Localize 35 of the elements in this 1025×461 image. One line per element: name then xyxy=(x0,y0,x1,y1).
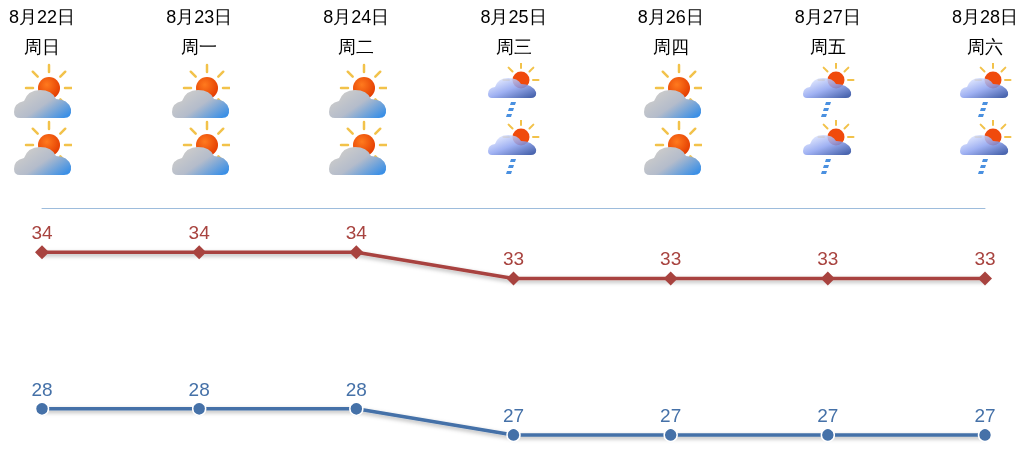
point xyxy=(35,245,49,260)
point xyxy=(349,245,364,260)
data-label: 28 xyxy=(188,378,210,400)
data-label: 33 xyxy=(974,248,996,270)
data-label: 27 xyxy=(660,404,682,426)
x-tick-label: 8月26日周四 xyxy=(637,7,704,57)
data-label: 28 xyxy=(31,378,53,400)
point xyxy=(191,401,207,417)
data-label: 28 xyxy=(345,378,367,400)
x-tick-label: 8月24日周二 xyxy=(323,7,390,57)
data-label: 27 xyxy=(502,404,525,426)
point xyxy=(978,271,992,286)
point xyxy=(34,401,50,417)
x-tick-label: 8月22日周日 xyxy=(8,7,76,57)
point xyxy=(506,427,521,443)
data-label: 33 xyxy=(817,248,839,270)
data-label: 27 xyxy=(817,404,839,426)
point xyxy=(192,245,207,260)
data-label: 33 xyxy=(502,248,525,270)
point xyxy=(663,427,678,443)
data-label: 34 xyxy=(31,222,53,244)
point xyxy=(349,401,364,417)
data-label: 27 xyxy=(974,404,996,426)
x-tick-label: 8月28日周六 xyxy=(951,7,1019,57)
data-label: 34 xyxy=(345,222,368,244)
point xyxy=(506,271,521,286)
point xyxy=(663,271,678,286)
point xyxy=(820,271,835,286)
x-tick-label: 8月23日周一 xyxy=(166,7,233,57)
point xyxy=(977,427,993,443)
point xyxy=(820,427,836,443)
data-label: 33 xyxy=(660,248,682,270)
data-label: 34 xyxy=(188,222,211,244)
x-tick-label: 8月27日周五 xyxy=(794,7,861,57)
x-tick-label: 8月25日周三 xyxy=(480,7,547,57)
